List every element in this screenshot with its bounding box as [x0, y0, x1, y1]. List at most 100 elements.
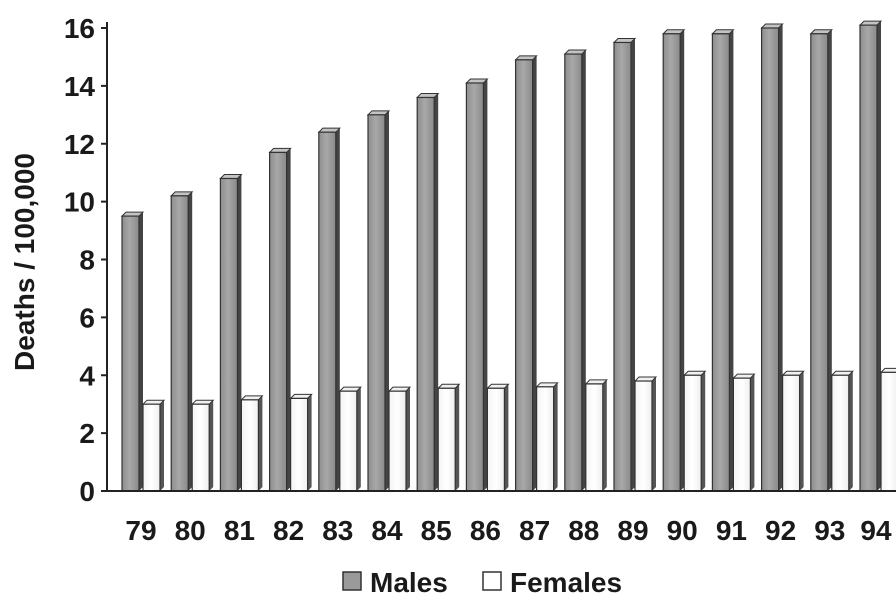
bar-males-94	[858, 20, 883, 492]
bar-side	[455, 384, 460, 491]
legend-label-males: Males	[370, 567, 448, 598]
bar-top	[240, 395, 264, 401]
x-tick-label: 84	[371, 515, 403, 546]
y-tick-label: 0	[79, 476, 95, 507]
bar-males-88	[563, 49, 588, 492]
bar-side	[799, 371, 804, 491]
bar-front	[121, 215, 140, 492]
bar-top	[732, 373, 756, 379]
x-tick-label: 89	[617, 515, 648, 546]
bar-side	[385, 110, 389, 491]
bar-front	[585, 383, 604, 492]
bar-side	[553, 382, 558, 491]
x-tick-label: 92	[765, 515, 796, 546]
bar-side	[209, 400, 214, 491]
bar-front	[859, 24, 878, 492]
x-tick-label: 90	[667, 515, 698, 546]
y-tick-label: 14	[64, 71, 96, 102]
x-axis-ticks: 79 80 81 82 83 84 85 86 87 88 89 90 91 92 93 94	[125, 515, 892, 546]
bar-top	[781, 370, 805, 376]
bar-side	[160, 400, 164, 491]
x-tick-label: 80	[175, 515, 206, 546]
x-tick-label: 94	[860, 515, 892, 546]
y-tick-label: 12	[64, 129, 95, 160]
bar-front	[318, 131, 337, 492]
bar-front	[535, 386, 555, 492]
x-tick-label: 82	[273, 515, 304, 546]
bar-top	[268, 147, 292, 153]
bar-top	[682, 370, 707, 376]
bar-front	[732, 377, 752, 492]
y-tick-label: 10	[64, 187, 95, 218]
bar-side	[701, 371, 706, 491]
bar-top	[190, 399, 215, 405]
bar-males-87	[514, 55, 538, 492]
bar-front	[781, 374, 801, 492]
bar-side	[237, 174, 242, 491]
legend-swatch-females	[482, 571, 502, 591]
x-tick-label: 91	[716, 515, 747, 546]
x-tick-label: 93	[814, 515, 845, 546]
bar-side	[335, 128, 340, 492]
bar-females-83	[338, 386, 363, 492]
y-tick-label: 8	[79, 245, 95, 276]
x-tick-label: 81	[224, 515, 255, 546]
bar-front	[367, 114, 386, 492]
bar-front	[810, 33, 829, 492]
bar-males-93	[809, 29, 834, 492]
bar-females-80	[190, 399, 215, 492]
bar-side	[581, 50, 586, 491]
legend: Males Females	[342, 567, 622, 598]
x-tick-label: 79	[125, 515, 156, 546]
y-axis-title: Deaths / 100,000	[9, 153, 40, 371]
bar-females-85	[436, 383, 461, 492]
bar-side	[532, 55, 537, 492]
bar-females-88	[584, 379, 609, 492]
bar-front	[437, 387, 456, 492]
bar-front	[683, 374, 702, 492]
y-tick-label: 16	[64, 13, 95, 44]
bar-males-91	[711, 29, 735, 492]
bar-females-90	[682, 370, 707, 492]
x-tick-label: 83	[322, 515, 353, 546]
bar-top	[830, 370, 855, 376]
bar-side	[483, 78, 488, 491]
bar-front	[880, 371, 896, 492]
bars-layer	[120, 20, 896, 492]
bar-side	[307, 394, 312, 491]
bar-males-90	[661, 29, 686, 492]
bar-side	[602, 379, 607, 491]
bar-males-84	[366, 110, 391, 492]
bar-side	[778, 24, 783, 491]
bar-side	[286, 148, 291, 491]
bar-front	[170, 195, 189, 492]
bar-females-89	[633, 376, 658, 492]
y-tick-label: 2	[79, 418, 95, 449]
bar-side	[750, 374, 755, 491]
bar-top	[317, 127, 342, 133]
bar-side	[652, 377, 656, 491]
x-tick-label: 86	[470, 515, 501, 546]
bar-females-94	[879, 367, 896, 492]
bar-males-89	[612, 37, 637, 492]
bar-females-86	[486, 383, 510, 492]
bar-side	[504, 384, 509, 491]
bar-top	[169, 191, 194, 197]
bar-front	[219, 177, 238, 492]
x-tick-label: 88	[568, 515, 599, 546]
bar-front	[416, 96, 435, 492]
bar-front	[269, 151, 288, 492]
bar-side	[188, 191, 193, 491]
bar-front	[613, 41, 632, 492]
bar-front	[760, 27, 780, 492]
bar-males-83	[317, 127, 342, 492]
bar-front	[711, 33, 731, 492]
bar-front	[486, 387, 505, 492]
x-tick-label: 87	[519, 515, 550, 546]
legend-swatch-males	[342, 571, 362, 591]
bar-females-91	[732, 373, 756, 492]
bar-males-81	[219, 173, 243, 492]
bar-males-92	[760, 23, 784, 492]
